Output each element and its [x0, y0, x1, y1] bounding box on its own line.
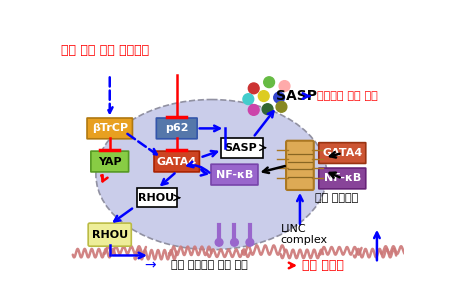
Circle shape	[248, 83, 259, 94]
Circle shape	[276, 101, 287, 112]
Circle shape	[258, 91, 269, 101]
Text: RHOU: RHOU	[138, 193, 174, 203]
Text: NF-κB: NF-κB	[324, 173, 361, 184]
Ellipse shape	[96, 100, 327, 250]
Text: RHOU: RHOU	[92, 230, 128, 240]
Bar	[137, 188, 177, 207]
Circle shape	[279, 81, 290, 92]
Text: 핵공 리모델링: 핵공 리모델링	[315, 193, 359, 203]
Text: 노화연관 염증 반응: 노화연관 염증 반응	[317, 91, 378, 101]
Text: LINC
complex: LINC complex	[281, 224, 328, 245]
Text: SASP: SASP	[224, 143, 257, 153]
Text: GATA4: GATA4	[322, 148, 362, 158]
FancyBboxPatch shape	[88, 223, 131, 246]
Circle shape	[264, 77, 274, 88]
Text: NF-κB: NF-κB	[216, 169, 253, 180]
Text: 액틴 스트레스 섬유 형성: 액틴 스트레스 섬유 형성	[171, 260, 248, 271]
Circle shape	[243, 94, 254, 104]
Text: 세포 비대중: 세포 비대중	[302, 259, 344, 272]
FancyBboxPatch shape	[319, 142, 366, 164]
Text: p62: p62	[165, 123, 189, 134]
Text: YAP: YAP	[98, 157, 122, 166]
Circle shape	[230, 238, 238, 246]
FancyBboxPatch shape	[154, 151, 199, 172]
Text: →: →	[144, 259, 156, 272]
Circle shape	[246, 238, 254, 246]
FancyBboxPatch shape	[156, 118, 197, 139]
Text: 세포 노화 유도 스트레스: 세포 노화 유도 스트레스	[61, 44, 149, 57]
FancyBboxPatch shape	[91, 151, 129, 172]
FancyBboxPatch shape	[211, 164, 258, 185]
Circle shape	[215, 238, 223, 246]
Text: βTrCP: βTrCP	[92, 123, 128, 134]
Circle shape	[262, 104, 273, 115]
FancyBboxPatch shape	[286, 141, 314, 190]
FancyBboxPatch shape	[87, 118, 132, 139]
Bar	[221, 138, 263, 158]
Circle shape	[248, 104, 259, 115]
Text: GATA4: GATA4	[157, 157, 197, 166]
Text: SASP: SASP	[275, 89, 317, 103]
FancyBboxPatch shape	[319, 168, 366, 189]
Circle shape	[274, 92, 284, 103]
